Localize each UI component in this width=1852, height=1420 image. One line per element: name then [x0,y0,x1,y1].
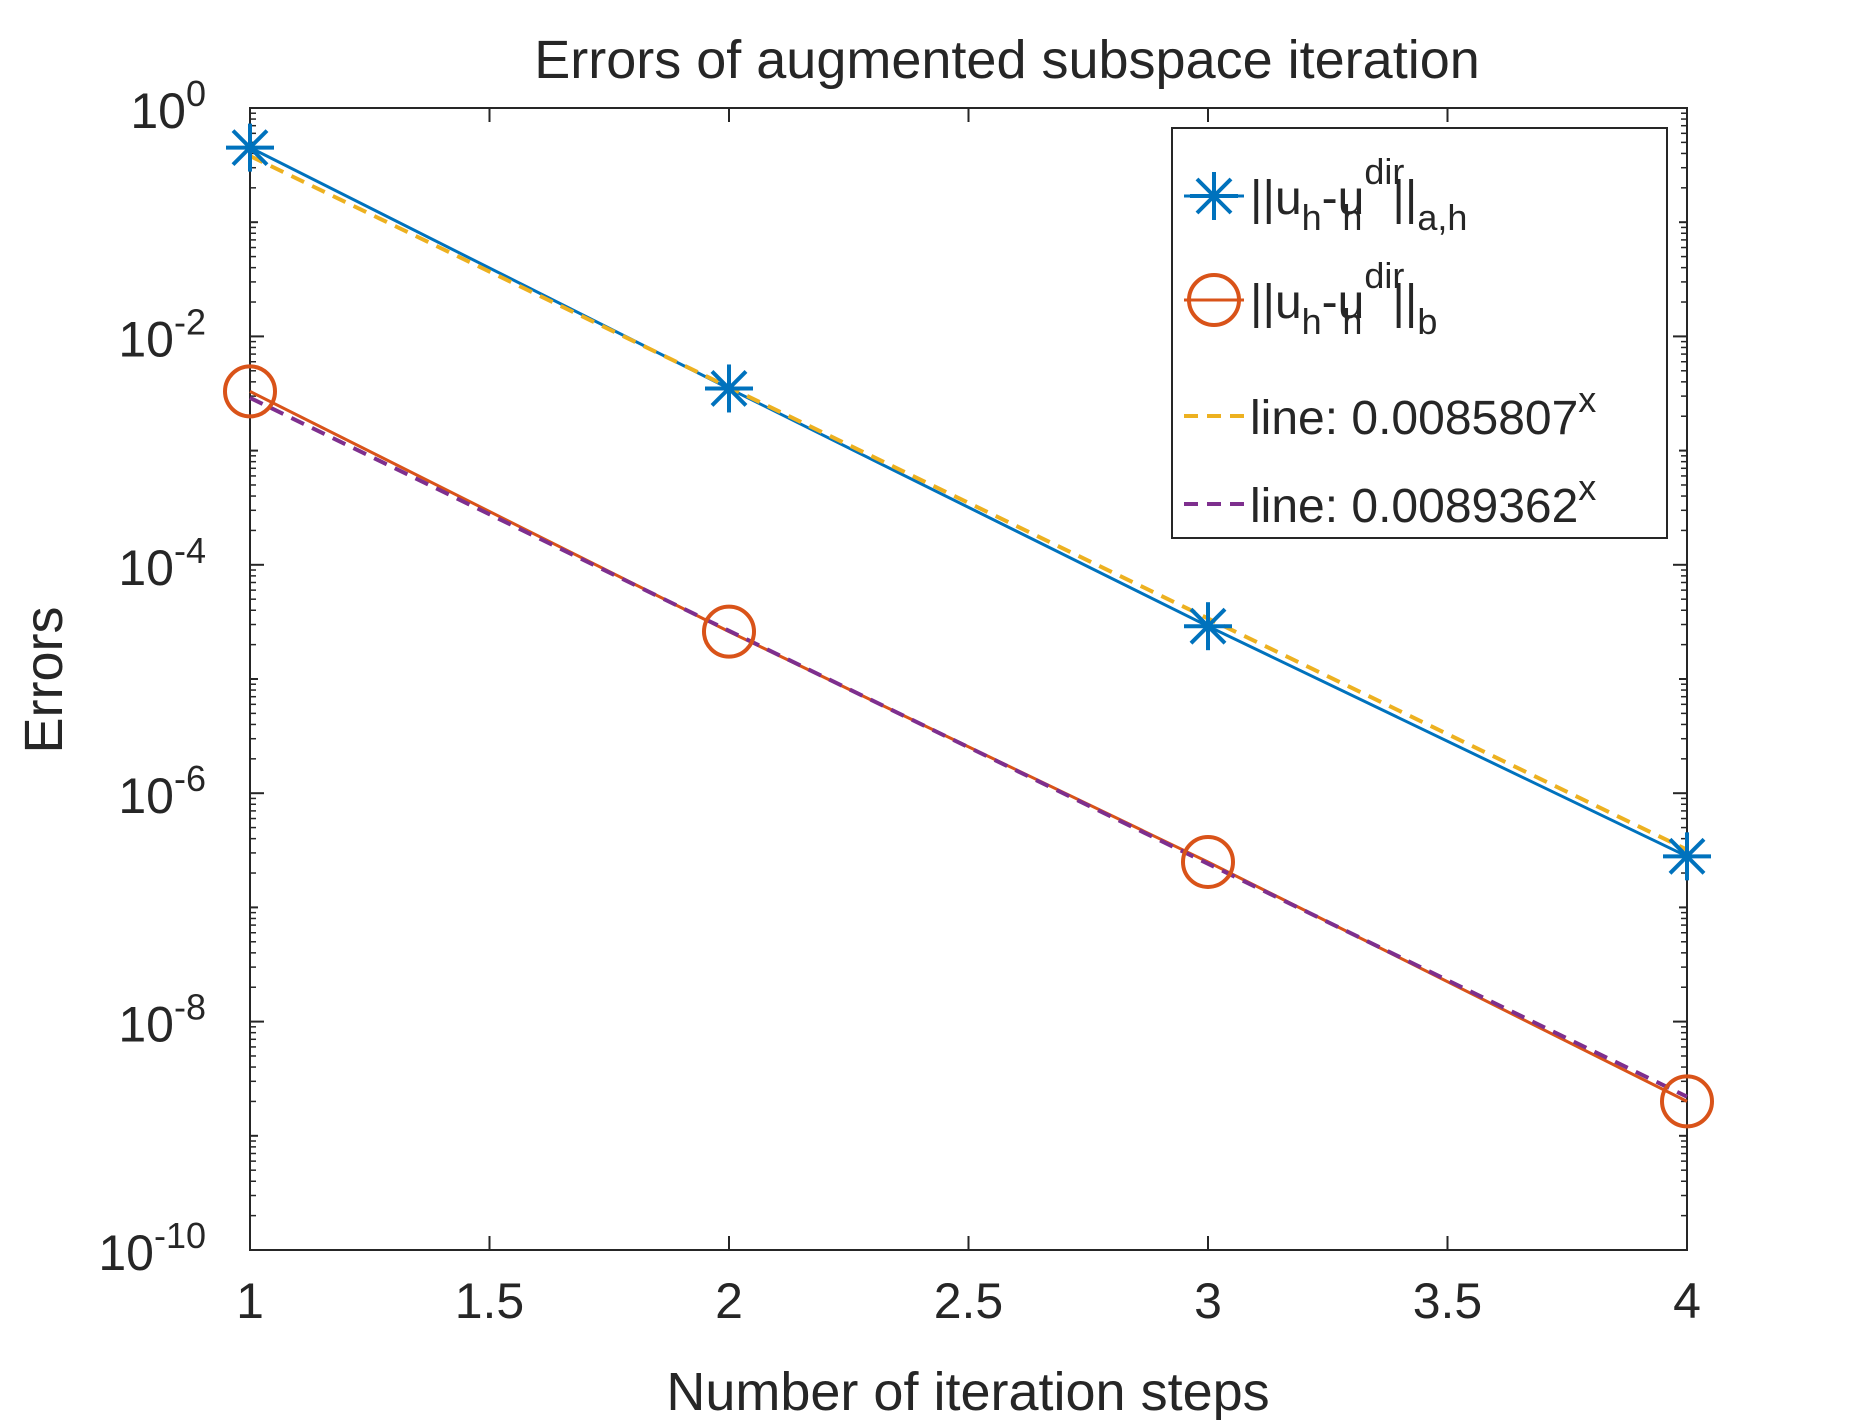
x-tick-label: 3.5 [1413,1273,1483,1329]
legend-label-0: ||uh-udir h ||a,h [1250,151,1467,238]
circle-marker [702,604,756,659]
y-axis-label: Errors [14,607,74,754]
circle-marker [223,364,277,419]
circle-marker [1181,834,1235,889]
asterisk-stroke [231,129,269,167]
x-tick-label: 4 [1673,1273,1701,1329]
series-line-2 [249,154,1688,852]
asterisk-stroke [1189,607,1227,645]
y-tick-label: 10-10 [98,1215,206,1281]
asterisk-stroke [1668,837,1706,875]
x-tick-labels: 1 1.5 2 2.5 3 3.5 4 [236,1273,1701,1329]
asterisk-stroke [1195,177,1233,215]
series-lines [249,146,1688,1103]
y-tick-label: 10-2 [118,301,206,367]
series-line-0 [249,146,1688,858]
series-markers [223,123,1714,1129]
asterisk-stroke [710,370,748,407]
chart-title: Errors of augmented subspace iteration [534,30,1480,90]
y-tick-label: 10-6 [118,758,206,824]
series-line-3 [249,396,1688,1099]
y-tick-label: 100 [130,73,206,139]
x-tick-label: 1.5 [455,1273,525,1329]
legend-box [1171,127,1668,539]
asterisk-marker [1184,602,1232,651]
x-tick-label: 1 [236,1273,264,1329]
asterisk-marker [1663,832,1711,881]
asterisk-marker [226,123,274,172]
legend: ||uh-udir h ||a,h ||uh-udir h ||b line: 0.0085… [1171,127,1668,539]
circle-marker [1660,1074,1714,1129]
x-axis-label: Number of iteration steps [666,1362,1269,1420]
legend-label-3: line: 0.0089362x [1250,467,1596,533]
asterisk-marker [1190,172,1238,220]
legend-label-2: line: 0.0085807x [1250,379,1596,445]
legend-label-1: ||uh-udir h ||b [1250,255,1437,342]
asterisk-marker [705,364,753,413]
x-tick-label: 2.5 [934,1273,1004,1329]
x-tick-label: 2 [715,1273,743,1329]
y-tick-label: 10-4 [118,530,206,596]
y-tick-labels: 100 10-2 10-4 10-6 10-8 10-10 [98,73,206,1281]
x-tick-label: 3 [1194,1273,1222,1329]
y-tick-label: 10-8 [118,987,206,1053]
circle-marker [1187,273,1241,327]
series-line-1 [249,390,1688,1103]
